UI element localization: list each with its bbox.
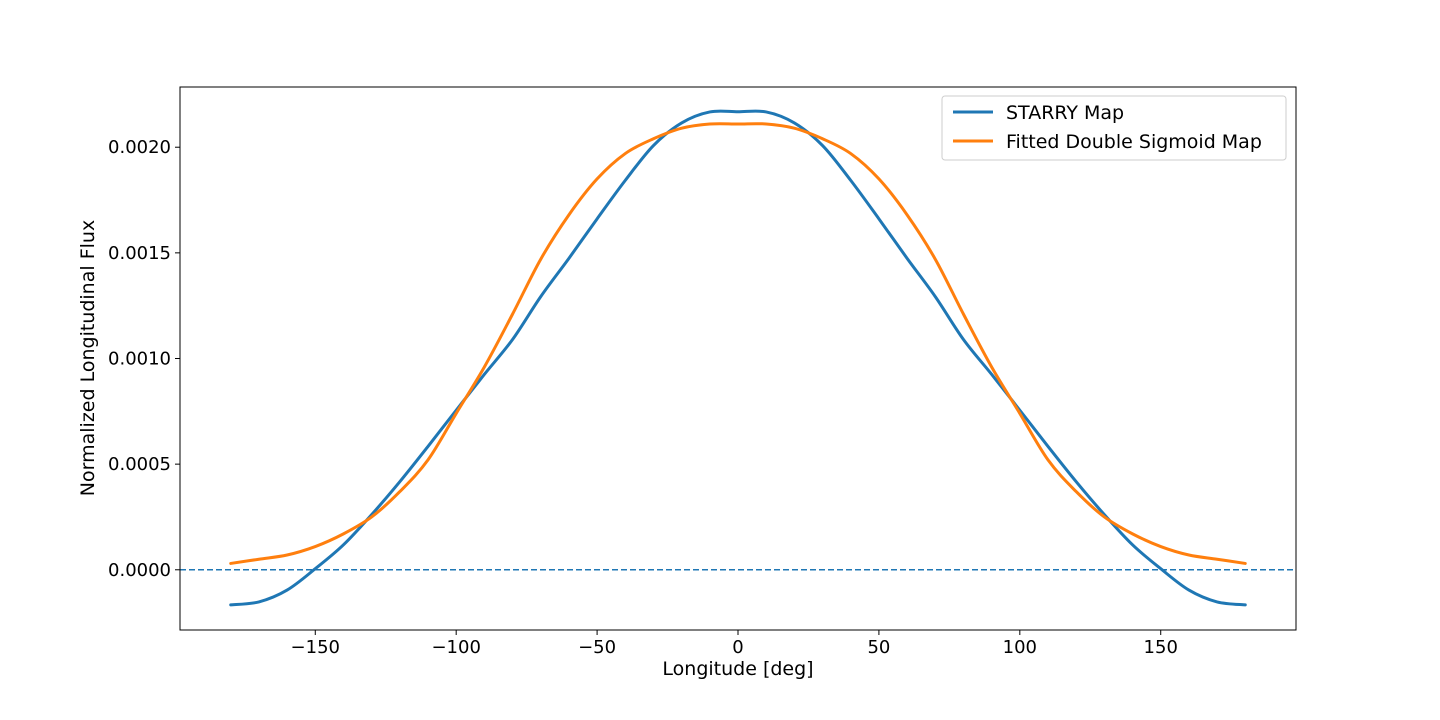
legend-label-fitted: Fitted Double Sigmoid Map (1006, 131, 1262, 153)
legend-box (941, 95, 1287, 161)
y-tick-label: 0.0020 (108, 137, 171, 158)
x-axis-label: Longitude [deg] (662, 658, 813, 680)
x-axis-ticks: −150 −100 −50 0 50 100 150 (291, 630, 1178, 658)
y-tick-label: 0.0005 (108, 454, 171, 475)
x-tick-label: 0 (732, 637, 743, 658)
series-lines (180, 109, 1296, 607)
y-tick-label: 0.0015 (108, 243, 171, 264)
y-axis-label: Normalized Longitudinal Flux (77, 220, 99, 496)
fitted-double-sigmoid-line (229, 122, 1247, 565)
x-tick-label: −100 (431, 637, 480, 658)
y-tick-label: 0.0000 (108, 560, 171, 581)
plot-frame (179, 86, 1297, 631)
x-tick-label: −150 (291, 637, 340, 658)
x-tick-label: −50 (578, 637, 616, 658)
y-tick-label: 0.0010 (108, 349, 171, 370)
starry-map-line (229, 109, 1247, 607)
plot-background (180, 87, 1296, 630)
y-axis-ticks: 0.0000 0.0005 0.0010 0.0015 0.0020 (108, 137, 180, 581)
x-tick-label: 100 (1003, 637, 1037, 658)
legend-label-starry: STARRY Map (1006, 102, 1124, 124)
legend: STARRY Map Fitted Double Sigmoid Map (941, 95, 1287, 161)
x-tick-label: 150 (1144, 637, 1178, 658)
x-tick-label: 50 (867, 637, 890, 658)
